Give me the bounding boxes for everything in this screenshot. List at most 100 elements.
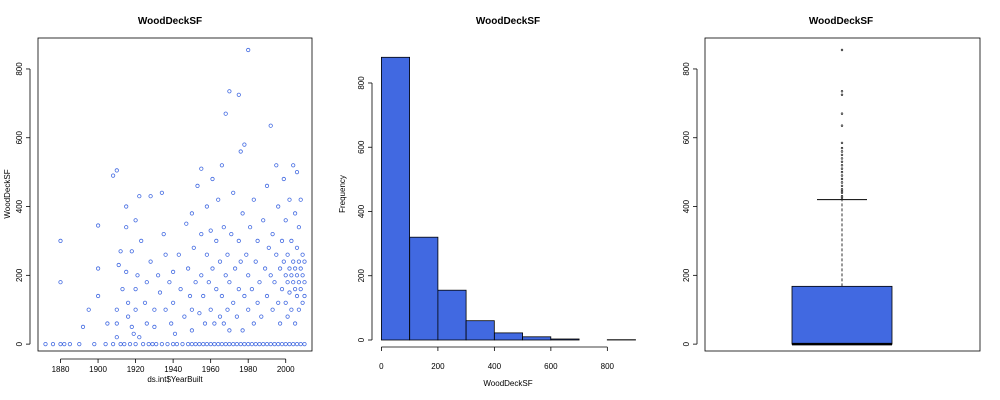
scatter-point [274,252,279,257]
boxplot-outlier [840,146,844,150]
scatter-point [208,307,213,312]
scatter-point [302,341,307,347]
scatter-point [189,341,194,347]
boxplot-outlier [840,124,844,127]
scatter-point [77,341,82,347]
scatter-point [287,341,292,347]
scatter-point [294,170,300,175]
scatter-point [285,252,290,257]
histogram-y-tick-label: 600 [357,140,366,154]
scatter-point [279,341,285,347]
scatter-point [208,341,213,347]
boxplot-y-tick-label: 600 [682,131,691,145]
scatter-point [148,259,153,264]
boxplot-outlier [840,48,844,52]
scatter-x-tick-label: 1980 [239,365,257,374]
scatter-point [246,341,251,347]
scatter-point [236,92,241,97]
scatter-point [172,331,178,336]
scatter-point [124,204,129,209]
scatter-point [279,238,285,243]
scatter-y-tick-label: 600 [15,131,24,145]
scatter-point [204,252,209,257]
scatter-point [244,252,249,257]
scatter-point [137,194,142,199]
scatter-point [204,341,209,347]
scatter-point [116,262,121,268]
scatter-point [191,245,196,250]
scatter-x-tick-label: 2000 [277,365,295,374]
scatter-point [217,314,223,319]
scatter-point [238,259,243,264]
boxplot-y-tick-label: 800 [682,62,691,76]
scatter-point [268,273,273,278]
scatter-point [291,259,296,264]
scatter-title: WoodDeckSF [138,16,202,27]
boxplot-outlier [840,174,844,177]
scatter-point [216,341,221,347]
scatter-y-axis: 0 200 400 600 800 [15,62,31,346]
scatter-point [193,280,198,285]
histogram-x-tick-label: 400 [488,362,502,371]
scatter-point [144,280,149,285]
scatter-y-tick-label: 200 [15,268,24,282]
scatter-point [154,341,159,347]
scatter-point [124,269,129,274]
scatter-y-tick-label: 800 [15,62,24,76]
scatter-point [246,273,251,278]
scatter-points [43,47,307,347]
scatter-point [171,341,176,347]
scatter-point [126,300,131,305]
scatter-point [127,341,133,347]
histogram-y-tick-label: 200 [357,269,366,283]
boxplot-outlier [840,141,844,145]
boxplot-outlier [840,157,844,160]
histogram-y-tick-label: 0 [357,337,366,342]
scatter-point [298,266,303,271]
histogram-x-tick-label: 800 [601,362,615,371]
scatter-point [300,300,305,305]
scatter-point [159,341,164,347]
scatter-point [262,266,268,271]
histogram-bar [550,338,580,341]
scatter-point [296,225,301,230]
boxplot-box [791,285,893,345]
boxplot-title: WoodDeckSF [809,16,873,27]
scatter-point [300,252,305,257]
scatter-point [197,341,202,347]
scatter-point [217,259,223,264]
scatter-point [189,328,194,333]
scatter-point [137,335,142,340]
scatter-point [231,300,236,305]
scatter-point [261,218,266,223]
scatter-point [234,314,239,319]
scatter-point [178,286,183,292]
scatter-point [103,341,108,347]
scatter-point [122,341,127,347]
scatter-point [264,293,270,299]
scatter-point [238,341,243,347]
scatter-x-tick-label: 1900 [89,365,107,374]
boxplot-outlier [840,181,844,184]
boxplot-outlier [840,170,844,174]
scatter-point [118,341,123,347]
histogram-bar [465,320,495,341]
histogram-bar [409,236,439,341]
scatter-point [236,238,241,243]
scatter-point [285,314,290,319]
scatter-point [294,341,300,347]
scatter-point [129,324,134,329]
scatter-point [152,324,157,329]
scatter-point [163,252,168,257]
scatter-point [157,290,163,295]
scatter-point [272,341,277,347]
scatter-point [219,341,224,347]
scatter-point [253,259,258,264]
scatter-point [281,176,286,182]
scatter-point [296,259,301,264]
scatter-point [167,280,172,285]
scatter-point [294,245,300,250]
scatter-point [291,280,296,285]
scatter-point [156,273,161,278]
scatter-point [142,300,148,305]
